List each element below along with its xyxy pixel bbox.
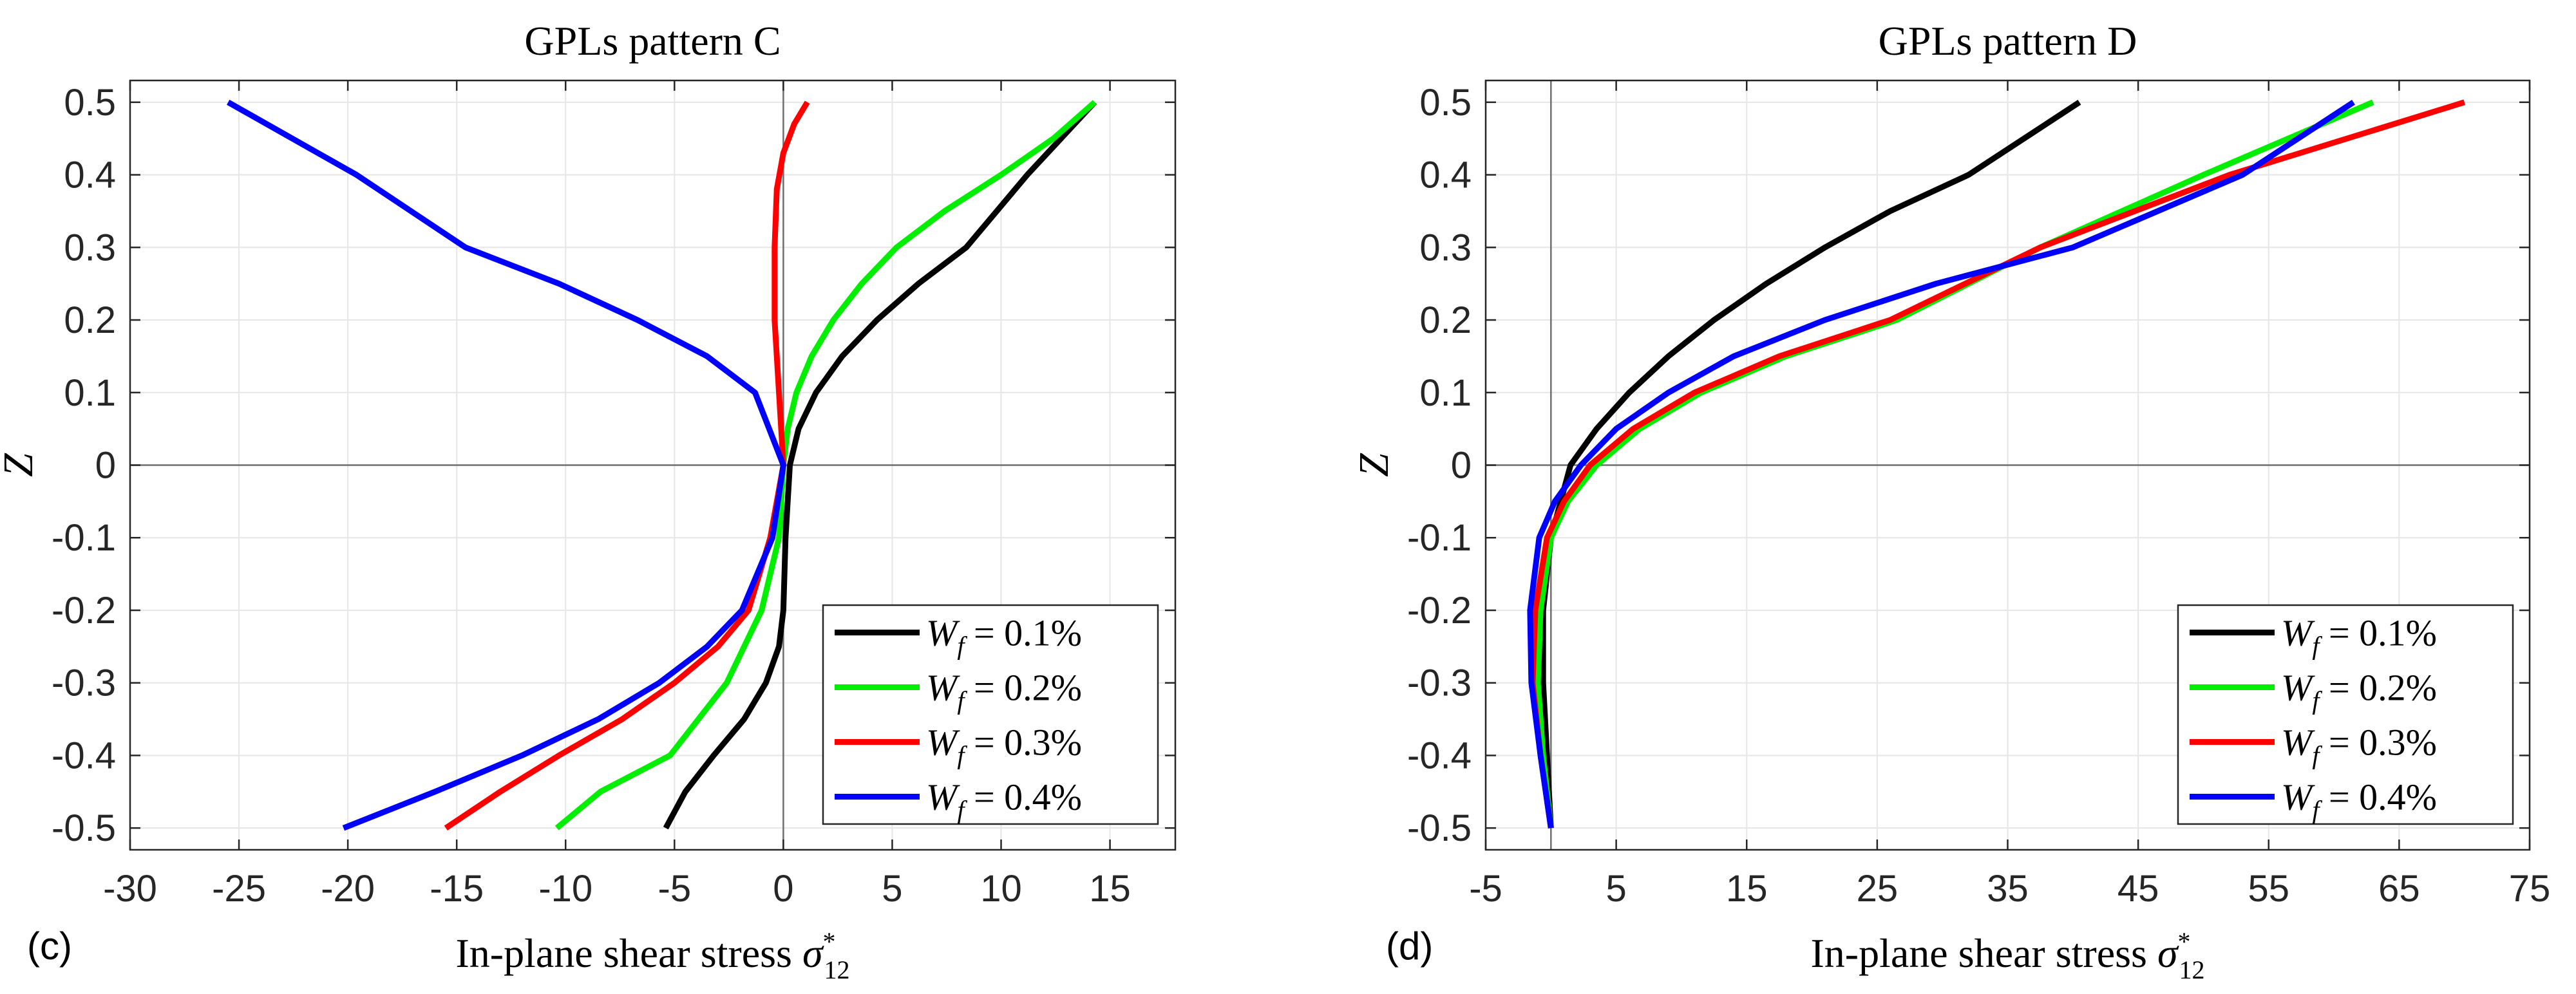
x-tick-label: 15 [1089,868,1131,910]
y-tick-label: -0.4 [1407,735,1472,776]
x-tick-label: -20 [321,868,375,910]
x-tick-label: -30 [103,868,157,910]
legend-value: = 0.1% [964,612,1082,654]
y-tick-label: -0.5 [1407,807,1472,849]
chart-title: GPLs pattern D [1879,18,2137,64]
series-line-1 [1540,100,2081,829]
x-tick-label: 5 [1605,868,1626,910]
x-tick-label: -5 [1469,868,1502,910]
series-line-4 [1527,100,2355,829]
legend-label-4: Wf = 0.4% [2281,776,2437,825]
x-axis-label-superscript: * [2178,927,2191,956]
y-tick-label: 0.4 [1419,155,1472,196]
legend-box [822,604,1159,825]
legend-label-1: Wf = 0.1% [2281,612,2437,661]
legend-value: = 0.1% [2319,612,2437,654]
series-line-4 [226,99,786,831]
x-axis-label-symbol: σ [2157,930,2179,976]
x-axis-label-subscript: 12 [824,955,850,984]
series-line-2 [554,100,1097,830]
x-tick-label: 10 [980,868,1022,910]
series-line-1 [663,100,1097,830]
legend-variable: W [2281,776,2315,818]
panel-label: (d) [1386,924,1433,968]
legend-value: = 0.2% [2319,667,2437,709]
chart-panel-c: -30 -25 -20 -15 -10 -5 0 5 10 15 -0.5 -0.4 -0.3 -0.2 -… [0,18,1177,984]
y-tick-label: -0.1 [52,517,116,559]
y-tick-label: -0.1 [1407,517,1472,559]
x-axis-label-symbol: σ [802,930,824,976]
y-tick-label: -0.3 [52,662,116,704]
legend-value: = 0.4% [964,776,1082,818]
legend-value: = 0.3% [2319,722,2437,764]
y-tick-label: 0.2 [64,299,116,341]
x-tick-label: 25 [1857,868,1899,910]
x-tick-label: 45 [2117,868,2159,910]
x-tick-label: 75 [2509,868,2551,910]
x-tick-label: -15 [430,868,484,910]
y-tick-label: 0.5 [1419,82,1472,124]
legend: Wf = 0.1% Wf = 0.2% Wf = 0.3% Wf = 0.4% [2177,604,2514,825]
x-axis-label-superscript: * [823,927,836,956]
y-tick-label: -0.2 [52,590,116,632]
x-tick-label: 65 [2378,868,2420,910]
x-axis-label: In-plane shear stress σ* 12 [1810,927,2204,984]
y-tick-label: 0.5 [64,82,116,124]
legend-variable: W [2281,612,2315,654]
legend-variable: W [2281,722,2315,764]
y-tick-label: -0.3 [1407,662,1472,704]
legend-label-1: Wf = 0.1% [926,612,1082,661]
panel-label: (c) [27,924,72,968]
y-tick-label: 0 [1451,445,1472,487]
legend: Wf = 0.1% Wf = 0.2% Wf = 0.3% Wf = 0.4% [822,604,1159,825]
legend-value: = 0.3% [964,722,1082,764]
y-tick-label: -0.4 [52,735,116,776]
legend-variable: W [926,776,960,818]
x-tick-label: 5 [882,868,902,910]
x-tick-label: 55 [2248,868,2289,910]
legend-label-4: Wf = 0.4% [926,776,1082,825]
chart-title: GPLs pattern C [524,18,781,64]
legend-value: = 0.2% [964,667,1082,709]
legend-label-3: Wf = 0.3% [926,722,1082,770]
legend-variable: W [2281,667,2315,709]
x-tick-label: 0 [773,868,793,910]
y-tick-label: 0.4 [64,155,116,196]
y-axis-label: Z [0,453,42,477]
x-tick-label: 35 [1987,868,2029,910]
legend-label-2: Wf = 0.2% [2281,667,2437,715]
x-tick-label: 15 [1726,868,1768,910]
legend-variable: W [926,667,960,709]
x-axis-label: In-plane shear stress σ* 12 [455,927,849,984]
y-tick-label: 0.1 [1419,372,1472,414]
y-tick-label: 0.3 [1419,227,1472,268]
y-tick-label: 0.3 [64,227,116,268]
y-tick-label: 0.1 [64,372,116,414]
x-tick-label: -25 [212,868,266,910]
x-axis-label-text: In-plane shear stress [1810,930,2146,976]
chart-panel-d: -5 5 15 25 35 45 55 65 75 -0.5 -0.4 -0.3 -0.2 -0.1 0 0.… [1350,18,2550,984]
legend-variable: W [926,612,960,654]
legend-label-3: Wf = 0.3% [2281,722,2437,770]
y-tick-label: 0.2 [1419,299,1472,341]
x-tick-label: -10 [538,868,592,910]
y-tick-label: 0 [95,445,116,487]
y-tick-label: -0.5 [52,807,116,849]
x-axis-label-subscript: 12 [2179,955,2205,984]
y-axis-label: Z [1350,453,1397,477]
x-axis-label-text: In-plane shear stress [455,930,791,976]
legend-label-2: Wf = 0.2% [926,667,1082,715]
x-tick-label: -5 [658,868,692,910]
legend-box [2177,604,2514,825]
legend-value: = 0.4% [2319,776,2437,818]
legend-variable: W [926,722,960,764]
y-tick-label: -0.2 [1407,590,1472,632]
